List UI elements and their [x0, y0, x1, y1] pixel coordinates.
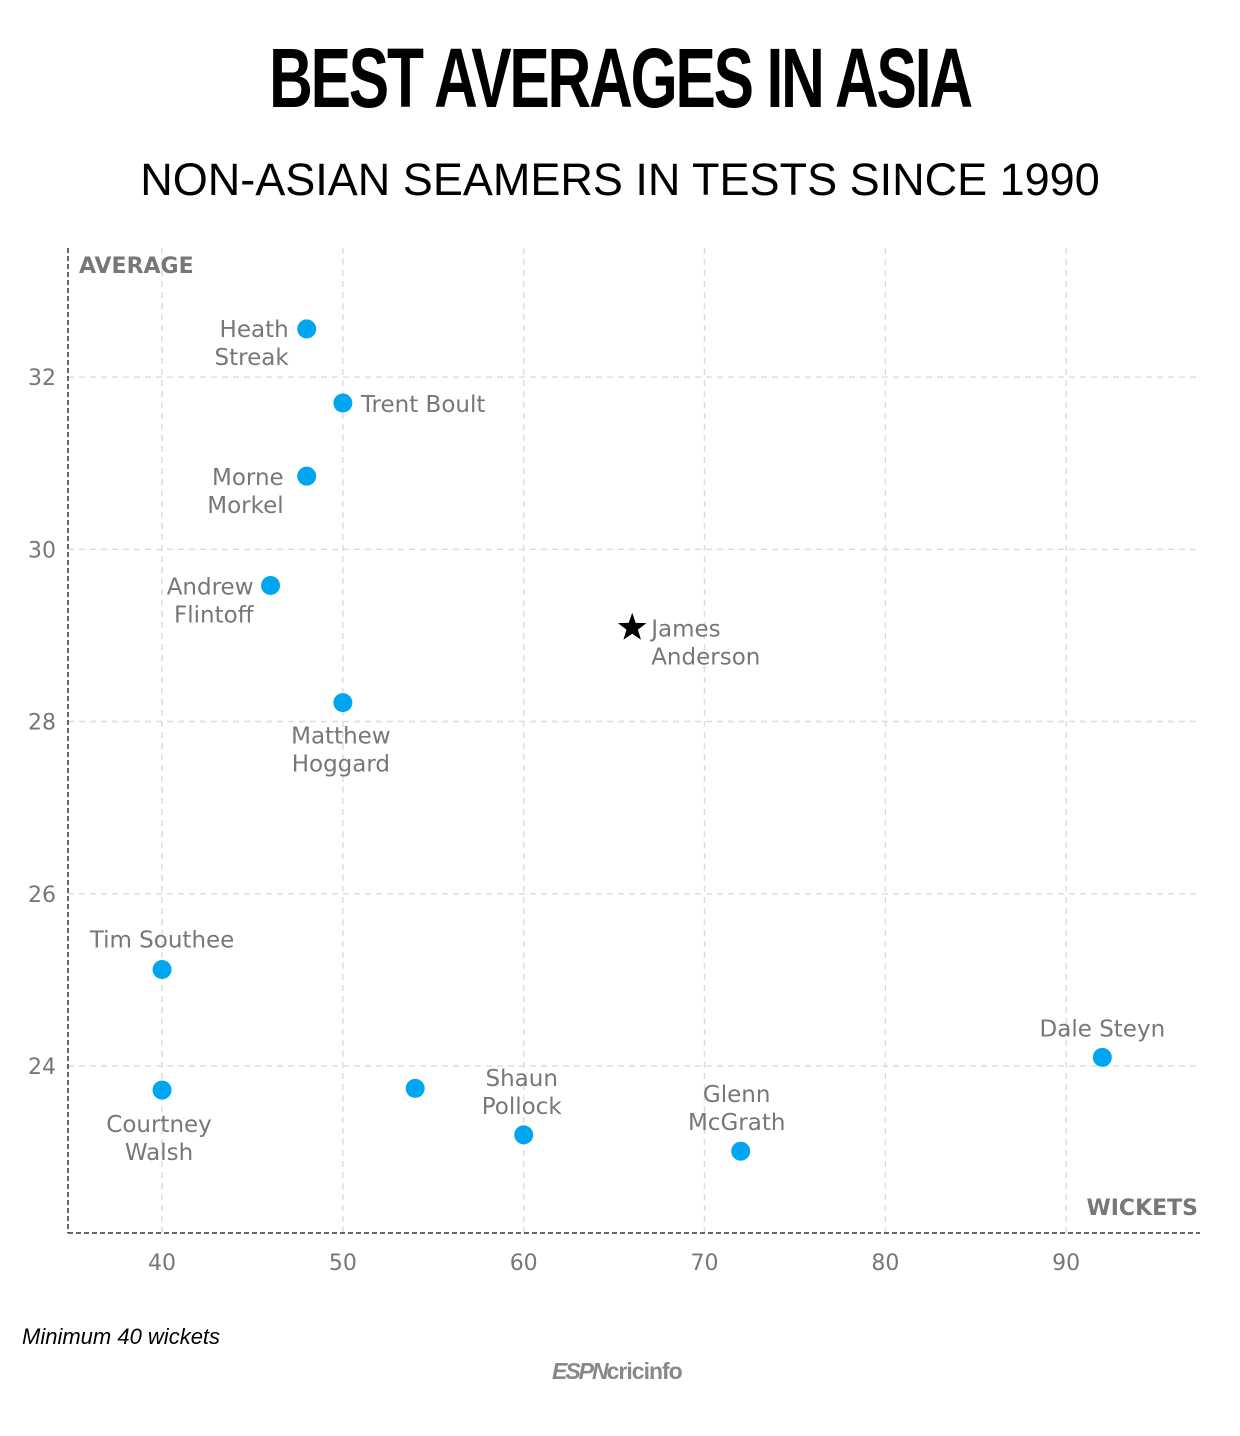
point-marker — [1092, 1047, 1112, 1067]
y-axis-title: AVERAGE — [79, 254, 194, 279]
chart-title: BEST AVERAGES IN ASIA — [269, 31, 973, 125]
data-point: Andrew Flintoff — [167, 575, 281, 629]
point-marker — [297, 319, 317, 339]
point-label-line: Pollock — [482, 1094, 563, 1120]
x-tick-label: 90 — [1052, 1251, 1080, 1276]
point-label-line: Shaun — [485, 1066, 557, 1092]
x-tick-label: 80 — [871, 1251, 899, 1276]
point-label-line: Streak — [215, 345, 290, 371]
point-label-line: Trent Boult — [360, 392, 486, 418]
x-tick-label: 60 — [510, 1251, 538, 1276]
point-label-line: Hoggard — [292, 752, 390, 778]
y-tick-label: 24 — [28, 1055, 56, 1080]
point-label-line: Anderson — [651, 645, 760, 671]
data-point: Matthew Hoggard — [291, 693, 391, 778]
point-marker — [152, 1080, 172, 1100]
point-label: Dale Steyn — [1040, 1016, 1166, 1042]
point-marker — [514, 1125, 534, 1145]
point-label: Morne Morkel — [207, 465, 283, 519]
star-marker — [617, 612, 647, 640]
point-label-line: McGrath — [688, 1110, 785, 1136]
x-tick-label: 40 — [148, 1251, 176, 1276]
data-point: Dale Steyn — [1040, 1016, 1166, 1067]
point-label: James Anderson — [649, 617, 760, 671]
point-marker — [405, 1078, 425, 1098]
point-label: Glenn McGrath — [688, 1082, 785, 1136]
footnote: Minimum 40 wickets — [22, 1324, 221, 1349]
point-label-line: James — [649, 617, 720, 643]
data-point: Shaun Pollock — [482, 1066, 563, 1145]
logo-espn: ESPN — [552, 1358, 609, 1384]
x-tick-label: 50 — [329, 1251, 357, 1276]
point-label-line: Tim Southee — [89, 928, 235, 954]
data-point: Trent Boult — [333, 392, 485, 418]
point-marker — [731, 1141, 751, 1161]
point-label-line: Andrew — [167, 575, 254, 601]
point-label: Andrew Flintoff — [167, 575, 255, 629]
point-marker — [152, 960, 172, 980]
y-tick-label: 28 — [28, 711, 56, 736]
chart-subtitle: NON-ASIAN SEAMERS IN TESTS SINCE 1990 — [140, 154, 1100, 205]
y-tick-label: 30 — [28, 538, 56, 563]
point-label-line: Courtney — [106, 1112, 212, 1138]
point-label-line: Morkel — [207, 493, 283, 519]
point-label-line: Dale Steyn — [1040, 1016, 1166, 1042]
point-marker — [261, 576, 281, 596]
point-label-line: Heath — [220, 317, 289, 343]
point-label: Trent Boult — [360, 392, 486, 418]
point-label: Tim Southee — [89, 928, 235, 954]
espncricinfo-logo: ESPNcricinfo — [552, 1358, 683, 1385]
y-tick-label: 26 — [28, 883, 56, 908]
x-tick-label: 70 — [691, 1251, 719, 1276]
data-point — [405, 1078, 425, 1098]
data-point: Heath Streak — [215, 317, 317, 371]
logo-cricinfo: cricinfo — [606, 1358, 683, 1384]
point-label: Courtney Walsh — [106, 1112, 212, 1166]
point-label-line: Glenn — [703, 1082, 771, 1108]
y-tick-label: 32 — [28, 366, 56, 391]
point-label-line: Matthew — [291, 724, 391, 750]
point-label-line: Walsh — [125, 1140, 193, 1166]
data-point: Courtney Walsh — [106, 1080, 212, 1166]
data-point: Tim Southee — [89, 928, 235, 980]
data-point: Morne Morkel — [207, 465, 317, 519]
x-axis-title: WICKETS — [1086, 1196, 1198, 1221]
point-label-line: Morne — [212, 465, 284, 491]
point-marker — [333, 693, 353, 713]
point-marker — [333, 393, 353, 413]
point-marker — [297, 466, 317, 486]
data-point: James Anderson — [617, 612, 760, 671]
point-label: Matthew Hoggard — [291, 724, 391, 778]
point-label: Shaun Pollock — [482, 1066, 563, 1120]
point-label: Heath Streak — [215, 317, 290, 371]
point-label-line: Flintoff — [174, 603, 255, 629]
data-point: Glenn McGrath — [688, 1082, 785, 1161]
